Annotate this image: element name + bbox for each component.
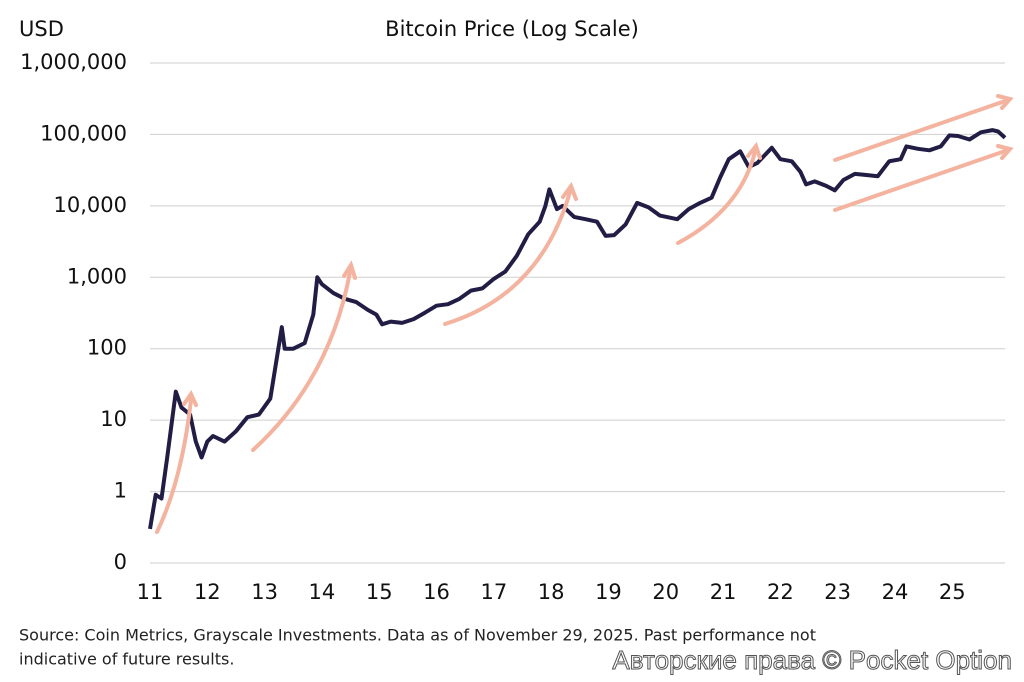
- y-tick-label: 0: [114, 550, 127, 574]
- y-tick-label: 10,000: [54, 193, 127, 217]
- y-tick-label: 100,000: [40, 121, 127, 145]
- x-tick-label: 18: [538, 580, 565, 604]
- x-tick-label: 23: [824, 580, 851, 604]
- x-tick-label: 25: [939, 580, 966, 604]
- y-axis-label: USD: [19, 17, 64, 41]
- x-tick-label: 19: [595, 580, 622, 604]
- x-tick-label: 13: [251, 580, 278, 604]
- chart-title: Bitcoin Price (Log Scale): [385, 17, 639, 41]
- x-tick-label: 16: [423, 580, 450, 604]
- x-tick-label: 14: [309, 580, 336, 604]
- x-tick-label: 21: [710, 580, 737, 604]
- source-note: Source: Coin Metrics, Grayscale Investme…: [19, 626, 816, 645]
- source-note: indicative of future results.: [19, 650, 234, 669]
- x-tick-label: 20: [652, 580, 679, 604]
- x-tick-label: 12: [194, 580, 221, 604]
- x-tick-label: 15: [366, 580, 393, 604]
- y-tick-label: 1,000,000: [20, 50, 127, 74]
- y-tick-label: 1,000: [67, 264, 127, 288]
- watermark: Авторские права © Pocket Option: [612, 645, 1012, 675]
- x-tick-label: 24: [882, 580, 909, 604]
- price-line: [148, 128, 1007, 530]
- y-tick-label: 100: [87, 336, 127, 360]
- y-tick-label: 10: [100, 407, 127, 431]
- trend-arrows: [155, 94, 1014, 534]
- x-tick-label: 22: [767, 580, 794, 604]
- y-tick-label: 1: [114, 479, 127, 503]
- x-tick-label: 17: [480, 580, 507, 604]
- x-tick-label: 11: [137, 580, 164, 604]
